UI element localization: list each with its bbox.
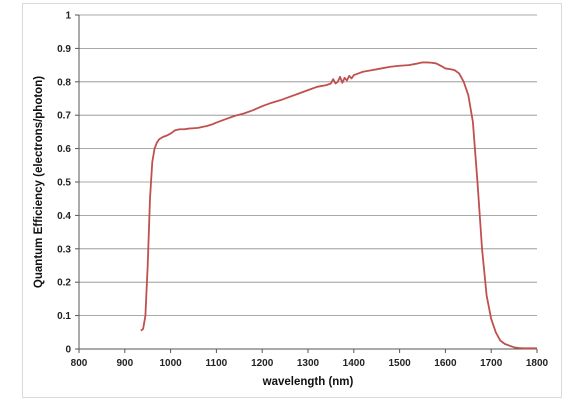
x-tick-label: 1300 bbox=[297, 358, 320, 369]
y-tick-label: 0.3 bbox=[57, 244, 71, 255]
y-tick-label: 0.2 bbox=[57, 278, 71, 289]
y-tick-label: 0.9 bbox=[57, 44, 71, 55]
x-tick-label: 800 bbox=[71, 358, 88, 369]
y-tick-label: 0.7 bbox=[57, 111, 71, 122]
gridlines bbox=[79, 14, 537, 317]
y-tick-label: 0.4 bbox=[57, 211, 71, 222]
x-axis-title: wavelength (nm) bbox=[262, 376, 354, 388]
y-axis-title: Quantum Efficiency (electrons/photon) bbox=[33, 76, 45, 288]
y-tick-label: 0.5 bbox=[57, 178, 71, 189]
x-tick-label: 1800 bbox=[526, 358, 549, 369]
x-tick-label: 1200 bbox=[251, 358, 274, 369]
axes bbox=[75, 14, 538, 353]
x-tick-label: 1000 bbox=[159, 358, 182, 369]
y-tick-label: 0 bbox=[65, 345, 71, 356]
x-tick-label: 1700 bbox=[480, 358, 503, 369]
y-tick-label: 0.8 bbox=[57, 77, 71, 88]
y-tick-label: 0.6 bbox=[57, 144, 71, 155]
chart-frame bbox=[22, 3, 562, 398]
y-tick-label: 0.1 bbox=[57, 311, 71, 322]
series-layer bbox=[140, 61, 537, 350]
x-tick-label: 1500 bbox=[388, 358, 411, 369]
x-tick-label: 900 bbox=[116, 358, 133, 369]
x-tick-label: 1100 bbox=[206, 358, 228, 369]
x-tick-labels: 800 900 1000 1100 1200 1300 1400 1500 1600 1700 18… bbox=[71, 358, 549, 369]
qe-series-line bbox=[140, 61, 537, 350]
x-tick-label: 1600 bbox=[434, 358, 457, 369]
x-tick-label: 1400 bbox=[343, 358, 366, 369]
y-tick-labels: 0 0.1 0.2 0.3 0.4 0.5 0.6 0.7 0.8 0.9 1 bbox=[57, 11, 71, 356]
y-tick-label: 1 bbox=[65, 11, 71, 22]
